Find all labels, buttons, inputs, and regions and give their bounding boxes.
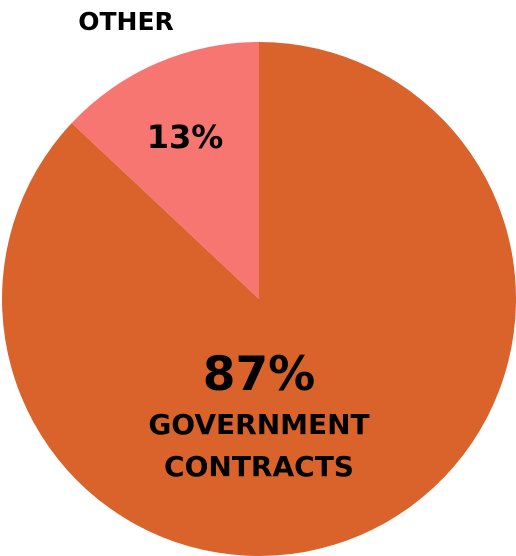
government-percent-label: 87% bbox=[203, 347, 316, 402]
other-category-label: OTHER bbox=[78, 7, 174, 36]
government-label-line-2: CONTRACTS bbox=[164, 450, 354, 483]
pie-slices bbox=[2, 42, 516, 556]
pie-slice-government-contracts bbox=[2, 42, 516, 556]
pie-slice-other bbox=[71, 42, 259, 299]
government-label-line-1: GOVERNMENT bbox=[148, 408, 369, 441]
other-percent-label: 13% bbox=[147, 118, 224, 156]
